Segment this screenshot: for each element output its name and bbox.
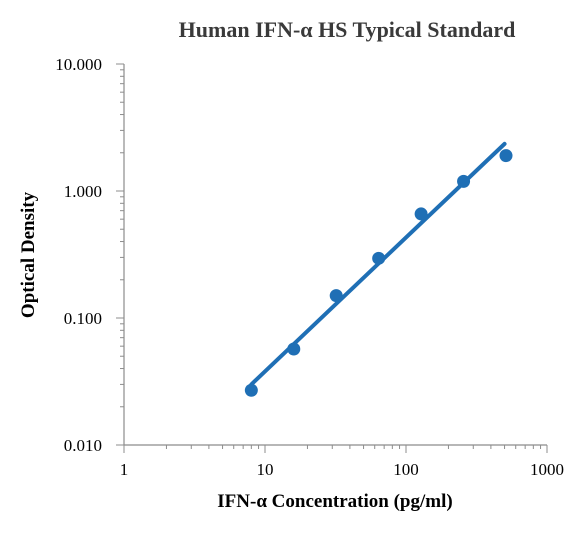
x-tick-label: 10 [257, 460, 274, 479]
y-tick-label: 1.000 [64, 182, 102, 201]
x-axis-label: IFN-α Concentration (pg/ml) [217, 491, 452, 512]
data-point [329, 289, 343, 303]
x-tick-label: 1000 [530, 460, 564, 479]
data-point [287, 342, 301, 356]
y-axis-label: Optical Density [18, 191, 39, 318]
x-tick-label: 1 [120, 460, 129, 479]
y-ticks: 0.010 0.100 1.000 10.000 [55, 55, 124, 455]
data-point [457, 174, 471, 188]
data-point [244, 383, 258, 397]
x-tick-label: 100 [393, 460, 419, 479]
axes [123, 64, 547, 446]
data-point [499, 149, 513, 163]
y-tick-label: 0.010 [64, 436, 102, 455]
y-tick-label: 10.000 [55, 55, 102, 74]
data-points [244, 149, 513, 397]
y-tick-label: 0.100 [64, 309, 102, 328]
chart-title: Human IFN-α HS Typical Standard [179, 17, 516, 42]
x-ticks: 1 10 100 1000 [120, 445, 564, 479]
data-point [414, 207, 428, 221]
data-point [372, 251, 386, 265]
